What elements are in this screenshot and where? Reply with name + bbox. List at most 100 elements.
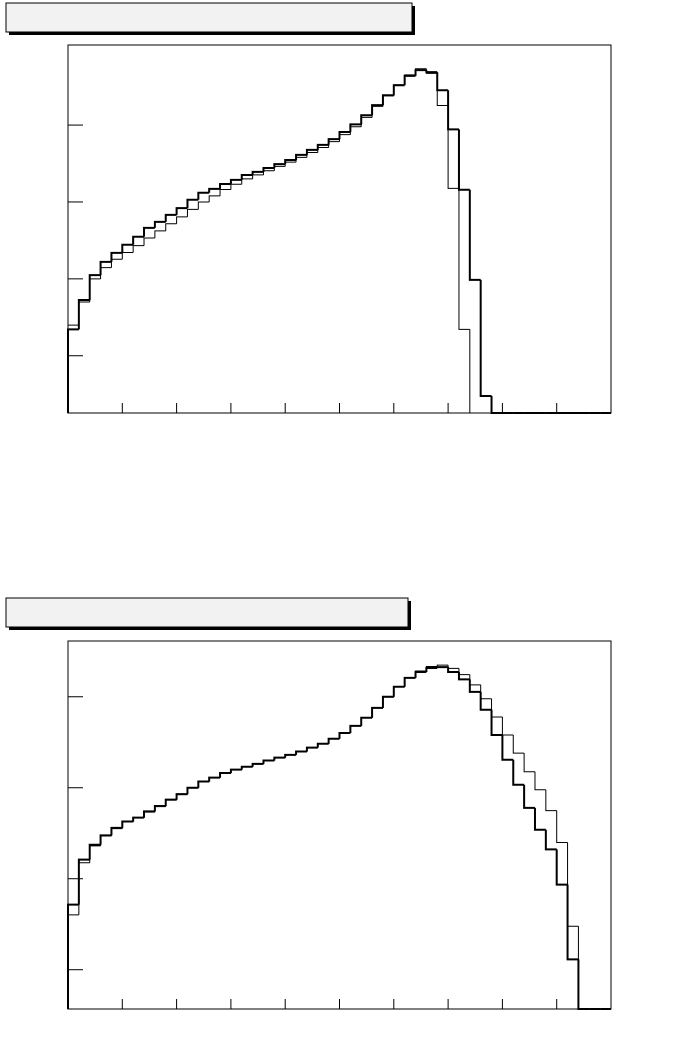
histogram-bin	[132, 817, 145, 823]
histogram-bin	[544, 829, 557, 851]
histogram-bin	[284, 161, 297, 167]
histogram-bin	[556, 810, 568, 844]
plot-frame	[67, 640, 612, 1010]
histogram-bin	[523, 753, 535, 773]
histogram-bin	[371, 105, 383, 118]
histogram-bin	[252, 174, 264, 179]
histogram-bin	[447, 105, 459, 189]
histogram-bin	[480, 684, 492, 700]
histogram-bin	[164, 213, 177, 222]
histogram-bin	[143, 811, 155, 818]
histogram-bin	[360, 717, 373, 726]
histogram-bin	[404, 74, 416, 85]
histogram-bin	[328, 738, 340, 744]
histogram-bin	[241, 178, 253, 185]
histogram-bin	[110, 258, 123, 268]
histogram-bin	[273, 757, 286, 761]
histogram-bin	[501, 716, 514, 736]
histogram-bin	[262, 170, 275, 175]
histogram-bin	[230, 183, 242, 190]
histogram-bin	[241, 766, 253, 770]
histogram-bin	[186, 787, 199, 795]
histogram-bin	[143, 226, 155, 237]
histogram-bin	[154, 806, 166, 813]
histogram-bin	[197, 201, 210, 210]
histogram-bin	[458, 188, 470, 330]
histogram-bin	[197, 781, 210, 789]
histogram-bin	[555, 849, 568, 886]
histogram-bin	[208, 195, 221, 202]
histogram-bin	[252, 763, 264, 768]
histogram-bin	[78, 862, 90, 915]
histogram-bin	[295, 156, 307, 163]
histogram-bin	[208, 187, 221, 193]
histogram-bin	[89, 845, 101, 863]
histogram-bin	[110, 828, 123, 836]
title-box	[5, 597, 409, 628]
histogram-bin	[251, 170, 264, 176]
histogram-bin	[458, 668, 470, 676]
histogram-bin	[393, 686, 405, 698]
histogram-bin	[415, 68, 427, 75]
histogram-bin	[317, 743, 329, 748]
histogram-bin	[349, 725, 362, 734]
histogram-bin	[186, 208, 199, 217]
histogram-bin	[317, 147, 329, 153]
histogram-bin	[176, 794, 188, 801]
histogram-bin	[382, 696, 394, 709]
histogram-bin	[67, 914, 79, 1009]
histogram-bin	[447, 665, 459, 669]
histogram-bin	[89, 278, 101, 302]
histogram-bin	[339, 134, 351, 142]
plot-frame	[67, 44, 612, 414]
histogram-bin	[490, 709, 503, 736]
histogram-bin	[501, 734, 514, 761]
histogram-bin	[262, 760, 275, 765]
histogram-bin	[154, 230, 166, 238]
histogram-bin	[153, 220, 166, 228]
histogram-bin	[425, 666, 438, 671]
histogram-bin	[436, 73, 449, 106]
histogram-bin	[284, 754, 297, 758]
histogram-bin	[186, 198, 199, 209]
histogram-bin	[469, 329, 481, 414]
histogram-bin	[295, 751, 307, 756]
histogram-bin	[577, 926, 590, 1010]
histogram-bin	[143, 237, 155, 246]
histogram-bin	[121, 243, 134, 253]
histogram-bin	[197, 191, 210, 200]
histogram-bin	[165, 223, 177, 231]
histogram-bin	[512, 759, 525, 786]
histogram-bin	[523, 784, 535, 809]
histogram-bin	[78, 301, 90, 326]
histogram-bin	[240, 174, 253, 180]
histogram-bin	[545, 789, 557, 812]
histogram-bin	[165, 799, 177, 807]
histogram-bin	[208, 777, 221, 782]
histogram-bin	[219, 189, 231, 196]
histogram-bin	[436, 666, 449, 669]
histogram-bin	[175, 207, 188, 215]
histogram-bin	[67, 324, 79, 413]
histogram-bin	[132, 245, 145, 253]
histogram-bin	[404, 677, 416, 687]
histogram-bin	[534, 771, 546, 791]
histogram-bin	[533, 807, 546, 831]
histogram-bin	[219, 183, 231, 189]
histogram-bin	[567, 842, 579, 927]
histogram-bin	[512, 734, 525, 754]
histogram-bin	[121, 252, 134, 260]
title-box	[5, 2, 413, 33]
histogram-bin	[349, 126, 362, 135]
histogram-bin	[415, 670, 427, 678]
histogram-bin	[306, 747, 318, 752]
histogram-bin	[229, 178, 242, 185]
histogram-bin	[132, 235, 145, 245]
histogram-bin	[219, 772, 231, 778]
histogram-bin	[468, 189, 481, 281]
histogram-bin	[306, 151, 318, 158]
histogram-bin	[100, 267, 112, 279]
histogram-bin	[393, 84, 405, 96]
